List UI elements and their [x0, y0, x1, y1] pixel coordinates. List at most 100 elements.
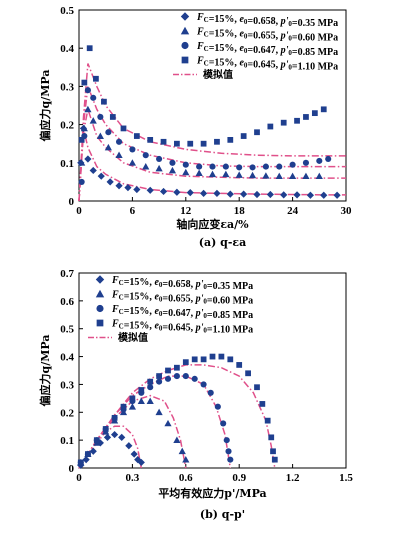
data-point-circle [289, 161, 296, 168]
x-axis-label: 平均有效应力p'/MPa [158, 486, 266, 500]
data-point-square [120, 403, 127, 410]
data-point-circle [276, 163, 283, 170]
data-point-diamond [146, 186, 154, 194]
data-point-diamond [173, 188, 181, 196]
legend-label-2: FC=15%, e0=0.647, p'0=0.85 MPa [196, 41, 338, 58]
data-point-circle [223, 437, 230, 444]
x-tick-label: 0.9 [232, 472, 246, 484]
data-point-circle [173, 373, 180, 380]
x-axis-label: 轴向应变εa/% [176, 217, 249, 231]
legend-marker-circle [181, 41, 189, 50]
x-tick-label: 1.2 [286, 472, 300, 484]
data-point-diamond [306, 191, 314, 199]
data-point-circle [209, 163, 216, 170]
data-point-triangle [289, 172, 297, 180]
x-tick-label: 18 [234, 205, 246, 217]
data-point-circle [200, 381, 207, 388]
data-point-square [165, 367, 171, 374]
data-point-triangle [128, 159, 136, 166]
data-point-circle [196, 163, 203, 170]
data-point-square [133, 133, 140, 139]
data-point-circle [227, 456, 234, 463]
data-point-square [138, 387, 145, 393]
data-point-diamond [240, 190, 248, 198]
data-point-circle [325, 155, 332, 163]
data-point-square [227, 137, 234, 143]
data-point-circle [262, 163, 269, 170]
data-point-triangle [275, 172, 283, 180]
data-point-square [174, 364, 180, 371]
data-point-square [129, 395, 136, 402]
data-point-square [254, 129, 260, 136]
data-point-square [174, 140, 180, 147]
data-point-diamond [125, 442, 133, 450]
data-point-diamond [333, 191, 341, 199]
legend-label-3: FC=15%, e0=0.645, p'0=1.10 MPa [111, 319, 253, 336]
data-point-triangle [302, 172, 310, 180]
sim-curve-0 [78, 425, 143, 469]
data-point-square [303, 114, 309, 120]
data-point-diamond [186, 188, 194, 197]
data-point-square [78, 137, 85, 143]
legend-marker-triangle [95, 289, 105, 298]
legend-marker-diamond [180, 12, 190, 21]
data-point-triangle [235, 171, 243, 178]
data-point-circle [147, 384, 154, 391]
data-point-triangle [146, 397, 154, 405]
y-tick-label: 0.3 [60, 379, 74, 391]
legend-marker-circle [96, 304, 104, 313]
data-point-triangle [80, 124, 88, 132]
data-point-square [280, 119, 287, 126]
legend-label-3: FC=15%, e0=0.645, p'0=1.10 MPa [196, 56, 338, 73]
data-point-diamond [103, 433, 112, 441]
data-point-circle [182, 161, 189, 168]
data-point-circle [129, 146, 136, 153]
data-point-triangle [178, 447, 186, 455]
x-tick-label: 6 [130, 205, 136, 217]
data-point-circle [84, 87, 91, 94]
data-point-circle [214, 403, 221, 410]
y-tick-label: 0.2 [60, 407, 74, 419]
data-point-square [270, 448, 276, 455]
y-tick-label: 0.6 [60, 296, 74, 308]
data-point-triangle [89, 117, 97, 124]
x-tick-label: 0 [76, 472, 82, 484]
data-point-diamond [124, 184, 132, 192]
data-point-diamond [226, 190, 234, 198]
x-tick-label: 0.6 [179, 472, 193, 484]
data-point-square [109, 114, 116, 120]
chart-caption: (b) q-p' [200, 508, 245, 521]
legend-label-0: FC=15%, e0=0.658, p'0=0.35 MPa [196, 12, 338, 29]
data-point-circle [78, 178, 85, 185]
data-point-circle [249, 164, 256, 171]
chart-q-ea: 0 6 12 18 24 30 0 0.1 0.2 0.3 0.4 0.5 轴向应变εa/% 偏应力q/M… [38, 5, 352, 249]
data-point-circle [207, 389, 214, 396]
data-point-square [77, 459, 84, 466]
data-point-circle [316, 157, 323, 164]
data-point-circle [164, 375, 172, 382]
data-point-triangle [173, 436, 181, 444]
data-point-square [111, 414, 118, 421]
data-point-triangle [248, 171, 257, 179]
y-tick-label: 0.7 [60, 268, 74, 280]
data-point-diamond [293, 191, 301, 199]
data-point-circle [220, 420, 227, 427]
x-tick-label: 1.5 [339, 472, 353, 484]
data-point-triangle [128, 403, 136, 410]
chart-q-p: 0 0.3 0.6 0.9 1.2 1.5 0 0.1 0.2 0.3 0.4 0.5 0.6 0.7 平均… [38, 268, 353, 521]
data-point-circle [222, 163, 229, 170]
data-point-square [267, 123, 274, 130]
data-point-square [191, 356, 198, 363]
data-point-square [218, 353, 225, 360]
data-point-diamond [111, 430, 119, 439]
data-point-triangle [137, 397, 145, 405]
legend-marker-square [96, 319, 104, 327]
y-tick-label: 0.1 [60, 158, 74, 170]
data-point-diamond [118, 433, 126, 441]
data-point-square [227, 356, 234, 363]
data-point-circle [142, 152, 149, 159]
data-point-square [236, 362, 243, 368]
data-point-square [93, 75, 99, 82]
data-point-triangle [155, 408, 163, 416]
